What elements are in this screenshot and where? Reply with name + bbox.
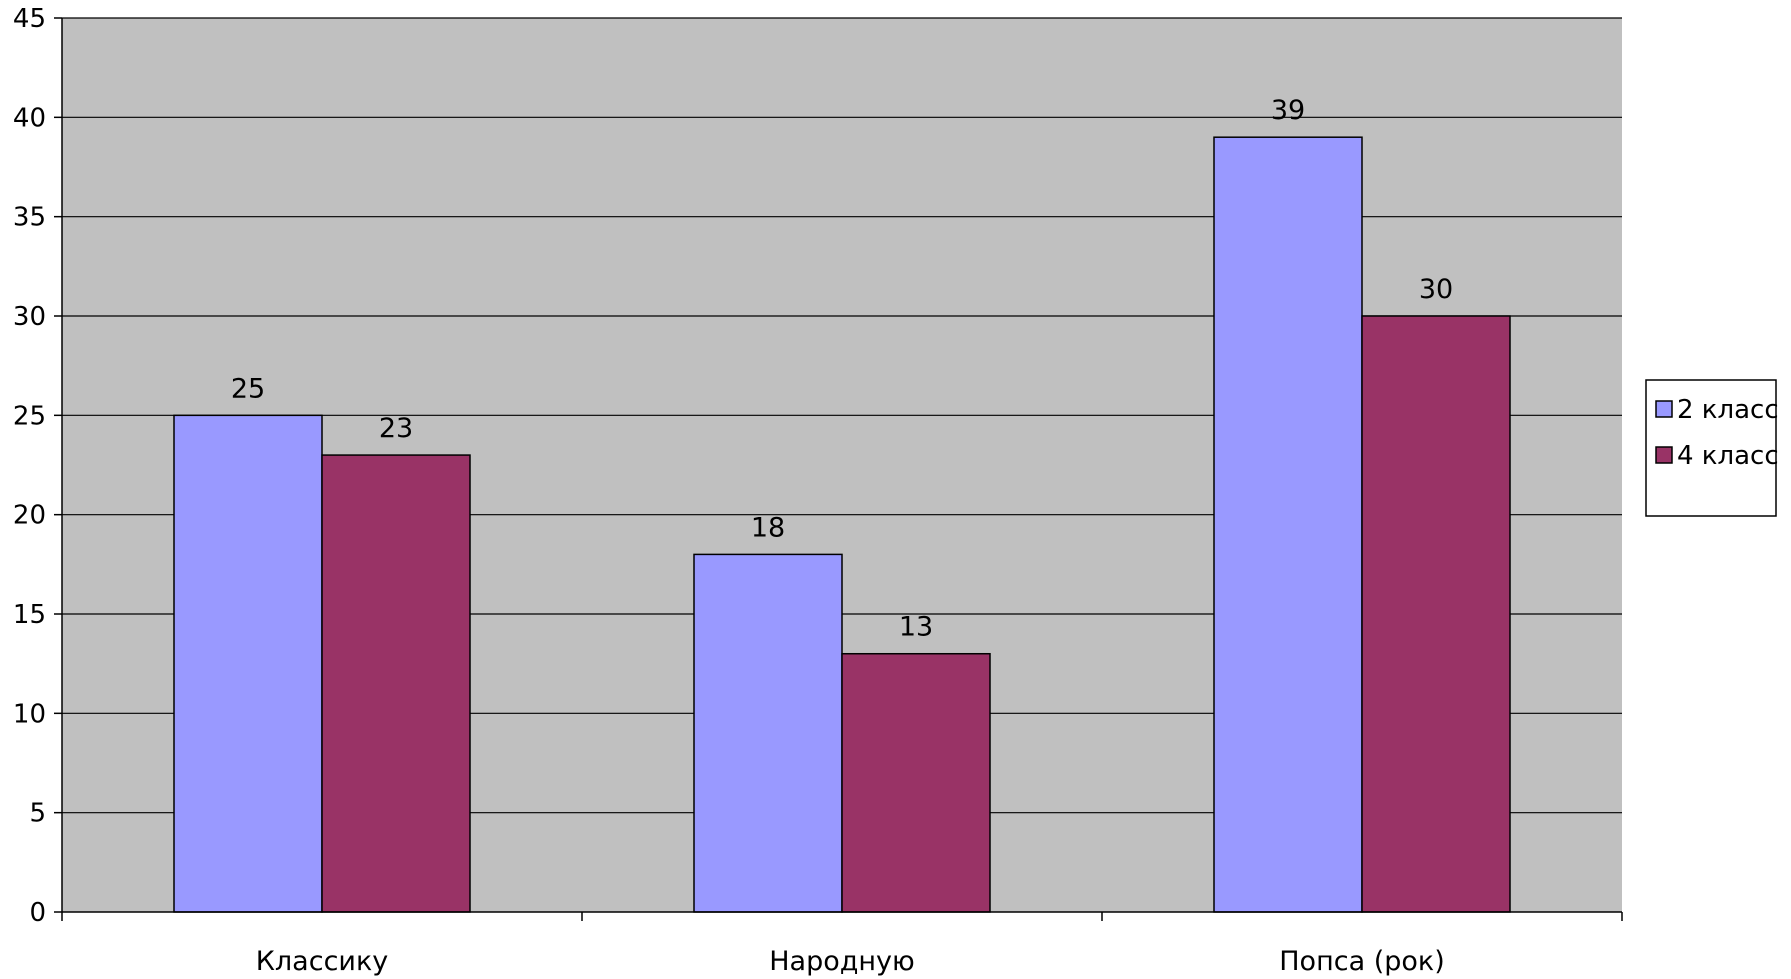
y-tick-label: 15	[13, 600, 46, 630]
y-tick-label: 45	[13, 4, 46, 34]
y-tick-label: 5	[29, 799, 46, 829]
data-labels: 25 23 18 13 39 30	[231, 95, 1453, 643]
bar	[693, 553, 843, 913]
legend-swatch	[1655, 400, 1673, 418]
y-tick-label: 30	[13, 302, 46, 332]
y-tick-label: 0	[29, 898, 46, 928]
y-tick-label: 40	[13, 103, 46, 133]
x-tick-label: Классику	[256, 946, 389, 977]
y-tick-label: 35	[13, 203, 46, 233]
x-tick-label: Народную	[769, 946, 915, 977]
x-tick-label: Попса (рок)	[1279, 946, 1444, 977]
legend-swatch	[1655, 446, 1673, 464]
bar	[1361, 315, 1511, 913]
x-tick-labels: Классику Народную Попса (рок)	[61, 912, 1623, 977]
legend: 2 класс 4 класс	[1645, 379, 1779, 517]
y-tick-label: 20	[13, 501, 46, 531]
legend-label: 2 класс	[1677, 395, 1779, 425]
legend-label: 4 класс	[1677, 441, 1779, 471]
y-tick-label: 25	[13, 401, 46, 431]
data-label: 30	[1419, 274, 1453, 305]
data-label: 23	[379, 413, 413, 444]
bar	[1213, 136, 1363, 913]
y-tick-labels: 0 5 10 15 20 25 30 35 40 45	[13, 4, 62, 928]
bars	[173, 136, 1511, 913]
data-label: 18	[751, 512, 785, 543]
bar	[321, 454, 471, 913]
data-label: 13	[899, 612, 933, 643]
bar	[173, 414, 323, 913]
data-label: 25	[231, 373, 265, 404]
axes	[61, 18, 1622, 913]
data-label: 39	[1271, 95, 1305, 126]
bar	[841, 652, 991, 913]
y-tick-label: 10	[13, 699, 46, 729]
